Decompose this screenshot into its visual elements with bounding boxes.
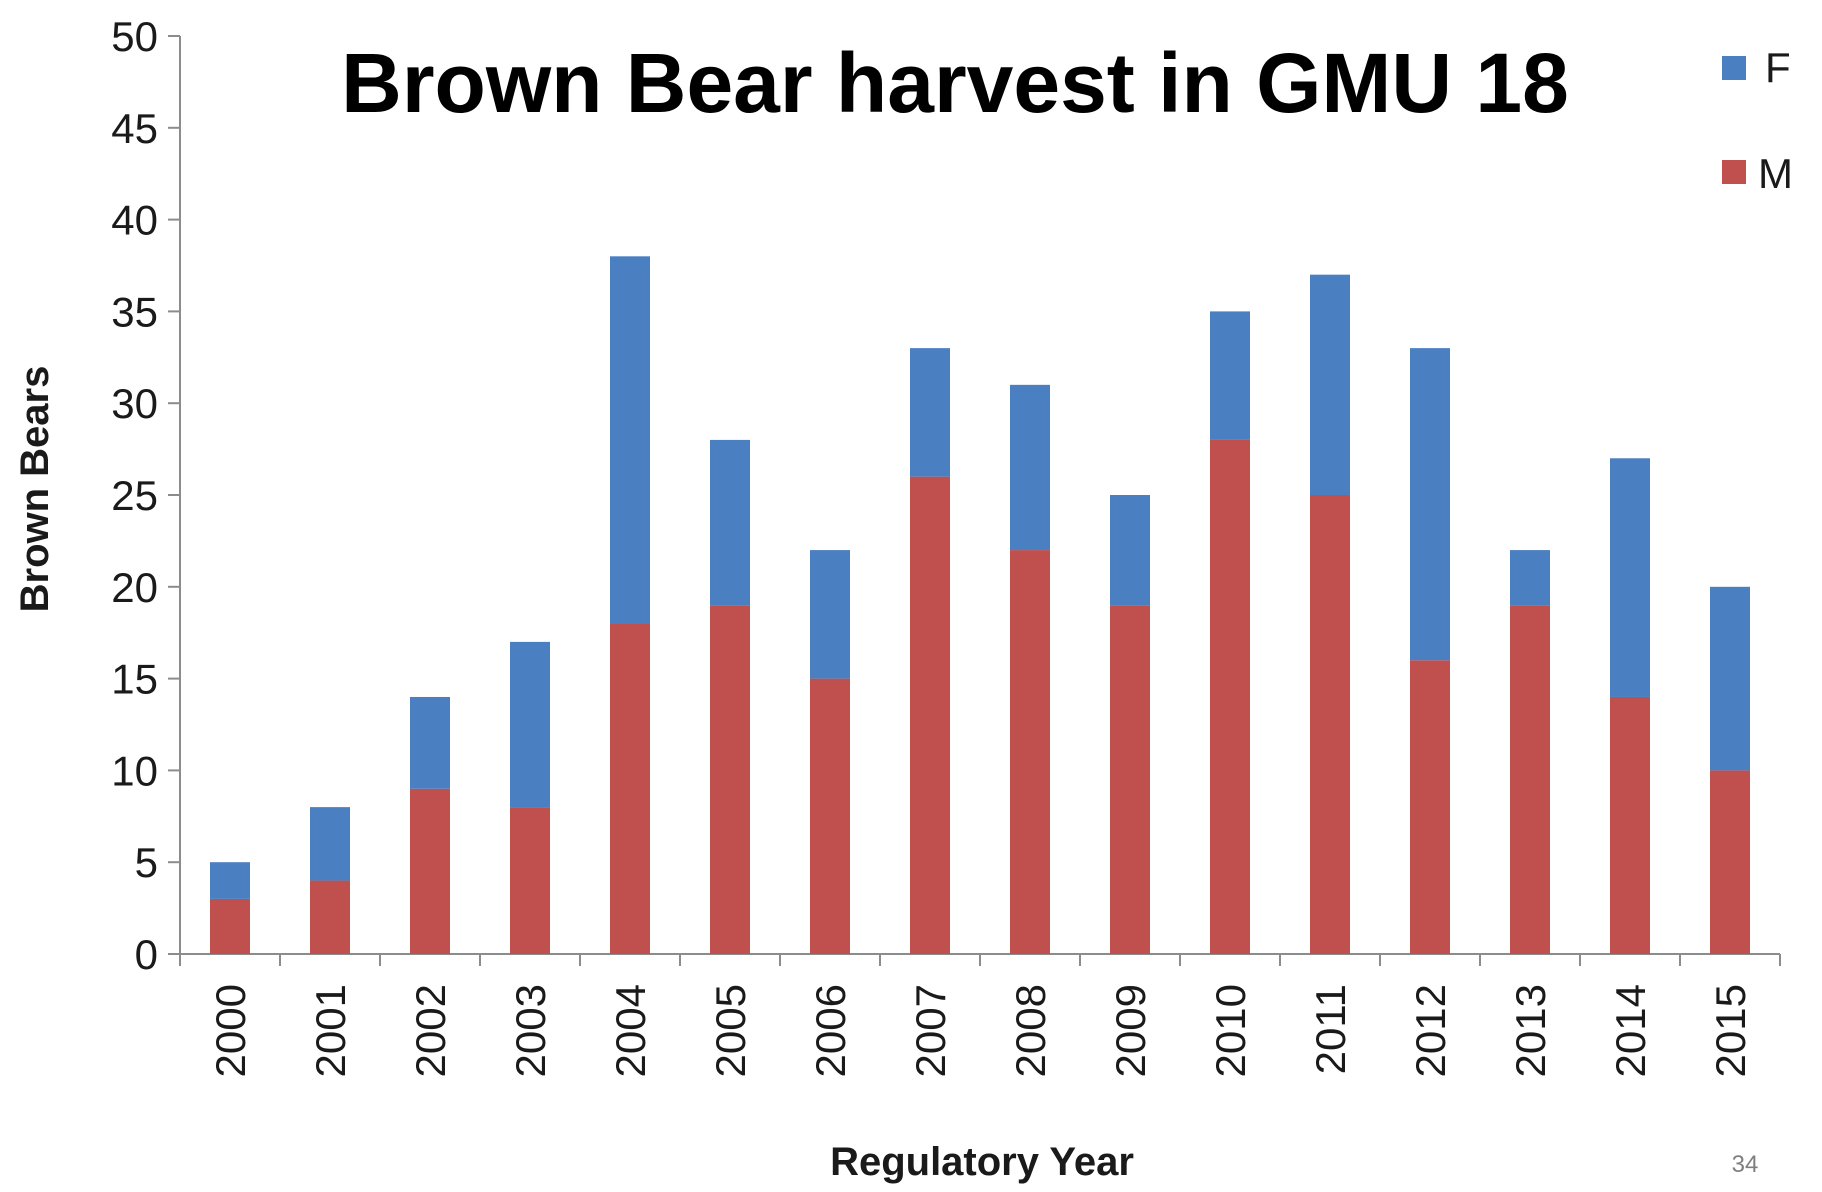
legend-swatch-f [1722,56,1746,80]
bar-f-2007 [910,348,950,477]
x-axis-title: Regulatory Year [830,1140,1134,1184]
x-tick-label: 2004 [607,984,654,1077]
y-tick-label: 25 [111,472,158,519]
x-tick-label: 2013 [1507,984,1554,1077]
bar-m-2002 [410,788,450,954]
x-tick-label: 2008 [1007,984,1054,1077]
bar-f-2011 [1310,274,1350,495]
y-tick-label: 40 [111,197,158,244]
bar-m-2014 [1610,696,1650,954]
y-tick-label: 10 [111,747,158,794]
bar-f-2009 [1110,495,1150,606]
bar-m-2001 [310,880,350,954]
bar-m-2015 [1710,770,1750,954]
bar-f-2012 [1410,348,1450,661]
bar-f-2010 [1210,311,1250,440]
y-tick-label: 5 [135,839,158,886]
x-tick-label: 2011 [1307,984,1354,1074]
x-tick-label: 2002 [407,984,454,1077]
legend: F M [1722,44,1793,197]
x-tick-label: 2015 [1707,984,1754,1077]
y-tick-label: 30 [111,380,158,427]
x-tick-label: 2003 [507,984,554,1077]
bar-f-2015 [1710,586,1750,771]
x-axis: 2000 2001 2002 2003 2004 2005 2006 2007 2008 2009… [179,953,1781,1077]
y-tick-label: 0 [135,931,158,978]
x-tick-label: 2005 [707,984,754,1077]
bar-f-2003 [510,641,550,808]
legend-label-f: F [1765,44,1791,91]
y-tick-label: 20 [111,564,158,611]
bar-m-2003 [510,807,550,954]
bar-m-2005 [710,605,750,954]
y-axis-title: Brown Bears [13,366,57,613]
bar-f-2004 [610,256,650,624]
bar-f-2006 [810,550,850,679]
x-tick-label: 2012 [1407,984,1454,1077]
bar-f-2008 [1010,384,1050,551]
y-tick-label: 35 [111,288,158,335]
x-tick-label: 2000 [207,984,254,1077]
chart-title: Brown Bear harvest in GMU 18 [341,36,1569,130]
y-tick-label: 15 [111,656,158,703]
legend-label-m: M [1758,150,1793,197]
x-tick-label: 2009 [1107,984,1154,1077]
bar-m-2000 [210,898,250,954]
bar-f-2000 [210,862,250,899]
bar-f-2014 [1610,458,1650,697]
x-tick-label: 2014 [1607,984,1654,1077]
bar-f-2013 [1510,550,1550,606]
bar-m-2013 [1510,605,1550,954]
bar-m-2009 [1110,605,1150,954]
bar-m-2004 [610,623,650,954]
y-tick-label: 50 [111,13,158,60]
bars [210,256,1750,954]
bar-m-2006 [810,678,850,954]
y-tick-label: 45 [111,105,158,152]
bar-f-2002 [410,696,450,789]
x-tick-label: 2010 [1207,984,1254,1077]
bar-m-2010 [1210,439,1250,954]
x-tick-label: 2006 [807,984,854,1077]
x-tick-label: 2001 [307,984,354,1077]
legend-swatch-m [1722,160,1746,184]
bar-m-2008 [1010,550,1050,954]
x-tick-label: 2007 [907,984,954,1077]
bar-m-2011 [1310,495,1350,954]
bar-f-2005 [710,439,750,606]
page-number: 34 [1732,1151,1759,1178]
y-axis: 0 5 10 15 20 25 30 35 40 45 50 [111,13,181,978]
bar-m-2007 [910,476,950,954]
bar-f-2001 [310,807,350,881]
bar-m-2012 [1410,660,1450,954]
